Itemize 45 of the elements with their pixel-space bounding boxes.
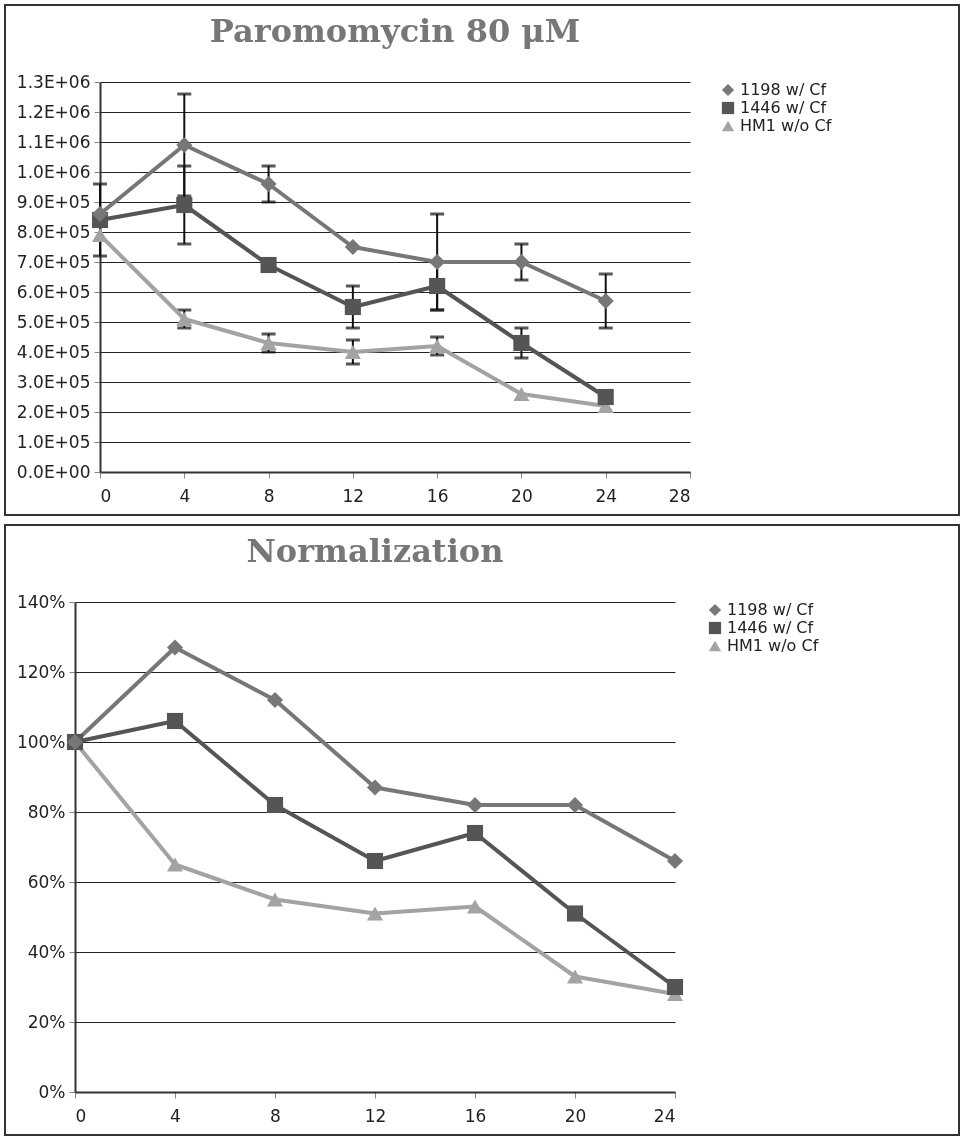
x-tick-label: 20 [564, 1105, 587, 1126]
x-tick-label: 12 [364, 1105, 387, 1126]
y-tick-label: 9.0E+05 [16, 191, 91, 212]
x-tick-label: 4 [179, 485, 191, 506]
legend-label: 1198 w/ Cf [740, 80, 827, 99]
x-tick-label: 24 [653, 1105, 676, 1126]
y-tick-label: 1.0E+05 [16, 431, 91, 452]
x-tick-label: 8 [263, 485, 275, 506]
y-tick-label: 4.0E+05 [16, 341, 91, 362]
chart-title: Normalization [246, 532, 504, 570]
x-tick-label: 12 [342, 485, 365, 506]
y-tick-label: 2.0E+05 [16, 401, 91, 422]
x-tick-label: 16 [464, 1105, 487, 1126]
x-tick-label: 8 [270, 1105, 281, 1126]
legend-label: 1446 w/ Cf [727, 618, 814, 637]
x-tick-label: 28 [668, 485, 691, 506]
y-tick-label: 7.0E+05 [16, 251, 91, 272]
legend-label: 1198 w/ Cf [727, 600, 814, 619]
x-tick-label: 0 [75, 1105, 87, 1126]
y-tick-label: 140% [16, 591, 66, 612]
y-tick-label: 1.0E+06 [16, 161, 91, 182]
y-tick-label: 60% [27, 871, 66, 892]
legend-label: HM1 w/o Cf [727, 636, 819, 655]
y-tick-label: 3.0E+05 [16, 371, 91, 392]
y-tick-label: 0% [38, 1081, 66, 1102]
y-tick-label: 120% [16, 661, 66, 682]
x-tick-label: 0 [100, 485, 112, 506]
y-tick-label: 0.0E+00 [16, 461, 91, 482]
x-tick-label: 4 [170, 1105, 181, 1126]
y-tick-label: 40% [27, 941, 66, 962]
x-tick-label: 20 [511, 485, 533, 506]
y-tick-label: 5.0E+05 [16, 311, 91, 332]
y-tick-label: 8.0E+05 [16, 221, 91, 242]
y-tick-label: 6.0E+05 [16, 281, 91, 302]
y-tick-label: 1.2E+06 [16, 101, 91, 122]
y-tick-label: 100% [16, 731, 66, 752]
legend-label: 1446 w/ Cf [740, 98, 827, 117]
chart-title: Paromomycin 80 μM [209, 12, 581, 50]
legend-label: HM1 w/o Cf [740, 116, 832, 135]
y-tick-label: 80% [27, 801, 66, 822]
y-tick-label: 20% [27, 1011, 66, 1032]
x-tick-label: 24 [595, 485, 618, 506]
y-tick-label: 1.1E+06 [16, 131, 91, 152]
y-tick-label: 1.3E+06 [16, 71, 91, 92]
x-tick-label: 16 [426, 485, 449, 506]
